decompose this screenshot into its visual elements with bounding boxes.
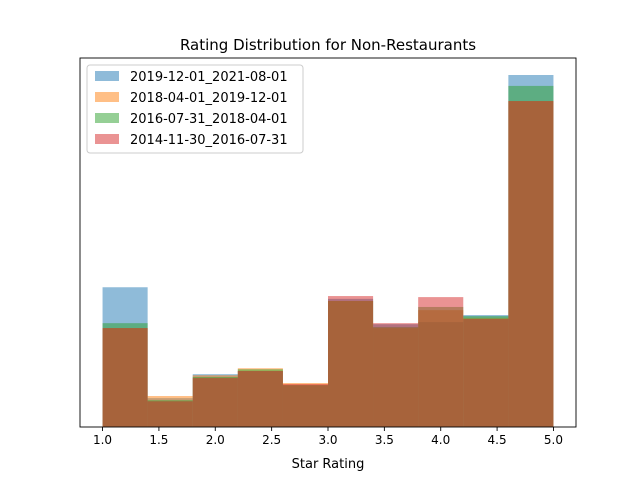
x-tick-label: 1.0 (93, 433, 112, 447)
x-tick-label: 3.0 (318, 433, 337, 447)
bar (237, 371, 283, 427)
legend: 2019-12-01_2021-08-01 2018-04-01_2019-12-… (86, 64, 304, 154)
bar (102, 328, 148, 427)
legend-label: 2014-11-30_2016-07-31 (130, 133, 288, 148)
legend-label: 2018-04-01_2019-12-01 (130, 91, 288, 106)
bar (373, 323, 419, 427)
x-axis-label: Star Rating (292, 457, 365, 472)
x-tick-label: 2.0 (206, 433, 225, 447)
chart-title: Rating Distribution for Non-Restaurants (180, 36, 476, 54)
legend-label: 2019-12-01_2021-08-01 (130, 70, 288, 85)
x-tick-label: 3.5 (375, 433, 394, 447)
legend-swatch (95, 92, 119, 102)
x-axis: 1.0 1.5 2.0 2.5 3.0 3.5 4.0 4.5 5.0 (93, 427, 563, 447)
x-tick-label: 1.5 (149, 433, 168, 447)
bar (192, 378, 238, 427)
x-tick-label: 4.0 (431, 433, 450, 447)
bar (418, 297, 464, 427)
bar (328, 296, 374, 427)
legend-swatch (95, 134, 119, 144)
bar (282, 384, 328, 427)
x-tick-label: 4.5 (488, 433, 507, 447)
legend-label: 2016-07-31_2018-04-01 (130, 112, 288, 127)
bar (508, 101, 554, 427)
legend-swatch (95, 71, 119, 81)
x-tick-label: 2.5 (262, 433, 281, 447)
series-4 (102, 101, 554, 427)
legend-swatch (95, 113, 119, 123)
bars-layer (102, 75, 554, 428)
x-tick-label: 5.0 (544, 433, 563, 447)
legend-box (86, 64, 304, 154)
bar (147, 401, 193, 427)
bar (463, 318, 509, 427)
